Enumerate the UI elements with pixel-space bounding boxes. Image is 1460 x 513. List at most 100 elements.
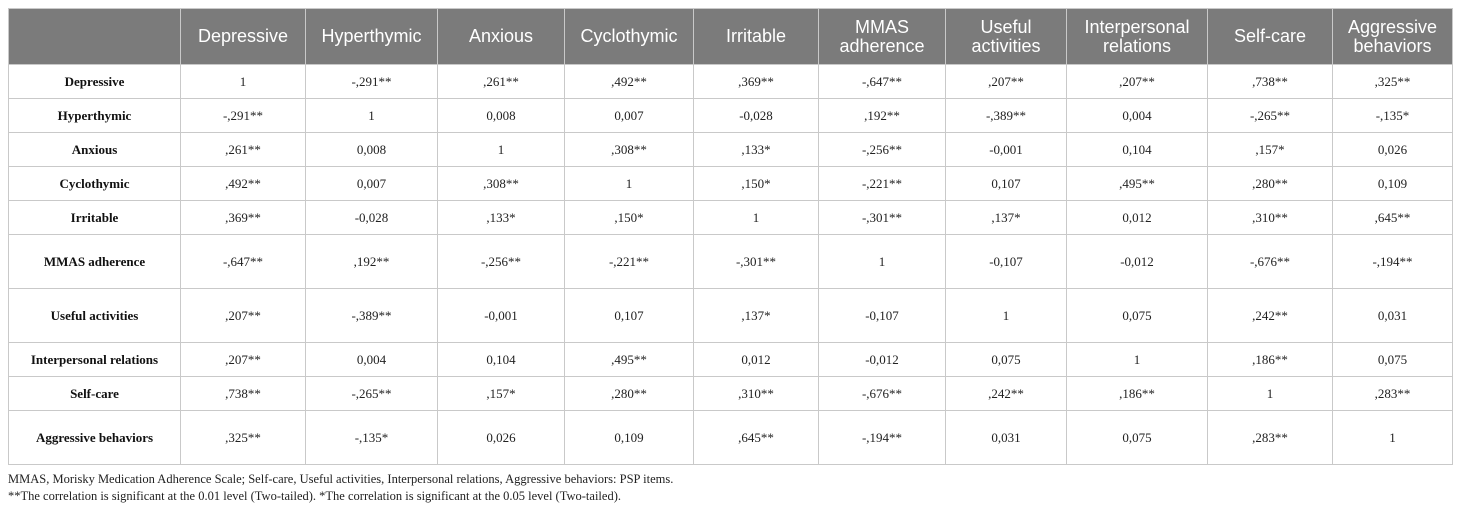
row-label: MMAS adherence bbox=[8, 234, 181, 289]
table-cell: -,135* bbox=[1332, 98, 1453, 133]
table-cell: -0,028 bbox=[305, 200, 438, 235]
table-cell: ,192** bbox=[305, 234, 438, 289]
table-cell: ,283** bbox=[1332, 376, 1453, 411]
table-row: Anxious ,261** 0,008 1,308** ,133* -,256** -0,… bbox=[8, 132, 1453, 167]
header-cell-useful-activities: Useful activities bbox=[945, 8, 1067, 65]
row-label: Cyclothymic bbox=[8, 166, 181, 201]
table-cell: ,150* bbox=[693, 166, 819, 201]
table-cell: ,492** bbox=[180, 166, 306, 201]
table-cell: ,495** bbox=[564, 342, 694, 377]
table-cell: 0,109 bbox=[564, 410, 694, 465]
table-cell: ,192** bbox=[818, 98, 946, 133]
table-cell: -0,012 bbox=[818, 342, 946, 377]
header-cell-depressive: Depressive bbox=[180, 8, 306, 65]
table-cell: -0,001 bbox=[945, 132, 1067, 167]
table-cell: ,738** bbox=[1207, 64, 1333, 99]
table-cell: -,301** bbox=[818, 200, 946, 235]
table-cell: -,256** bbox=[818, 132, 946, 167]
row-label: Hyperthymic bbox=[8, 98, 181, 133]
correlation-table: Depressive Hyperthymic Anxious Cyclothym… bbox=[8, 8, 1453, 465]
header-cell-interpersonal-relations: Interpersonal relations bbox=[1066, 8, 1208, 65]
table-cell: ,137* bbox=[945, 200, 1067, 235]
table-body: Depressive 1 -,291** ,261** ,492** ,369** -,64… bbox=[8, 64, 1453, 465]
table-cell: 0,075 bbox=[1332, 342, 1453, 377]
table-cell: 1 bbox=[693, 200, 819, 235]
correlation-table-container: Depressive Hyperthymic Anxious Cyclothym… bbox=[8, 8, 1453, 505]
table-cell: ,308** bbox=[564, 132, 694, 167]
table-cell: -,221** bbox=[564, 234, 694, 289]
table-cell: 1 bbox=[1332, 410, 1453, 465]
table-cell: 0,012 bbox=[693, 342, 819, 377]
table-row: Self-care ,738** -,265** ,157* ,280** ,310** -… bbox=[8, 376, 1453, 411]
table-cell: ,207** bbox=[945, 64, 1067, 99]
table-cell: ,495** bbox=[1066, 166, 1208, 201]
table-cell: -,291** bbox=[180, 98, 306, 133]
table-cell: 0,008 bbox=[305, 132, 438, 167]
table-cell: -,301** bbox=[693, 234, 819, 289]
table-cell: ,645** bbox=[693, 410, 819, 465]
table-cell: 0,012 bbox=[1066, 200, 1208, 235]
table-cell: 1 bbox=[564, 166, 694, 201]
table-cell: ,157* bbox=[437, 376, 565, 411]
table-cell: 1 bbox=[818, 234, 946, 289]
table-cell: -,256** bbox=[437, 234, 565, 289]
table-cell: ,207** bbox=[180, 288, 306, 343]
table-cell: ,280** bbox=[564, 376, 694, 411]
table-cell: -,135* bbox=[305, 410, 438, 465]
table-cell: ,242** bbox=[1207, 288, 1333, 343]
table-cell: ,157* bbox=[1207, 132, 1333, 167]
table-cell: ,261** bbox=[180, 132, 306, 167]
table-row: Interpersonal relations ,207** 0,004 0,104,… bbox=[8, 342, 1453, 377]
row-label: Anxious bbox=[8, 132, 181, 167]
table-cell: 0,107 bbox=[945, 166, 1067, 201]
table-cell: 0,031 bbox=[945, 410, 1067, 465]
table-cell: 0,004 bbox=[1066, 98, 1208, 133]
table-cell: ,261** bbox=[437, 64, 565, 99]
table-cell: ,369** bbox=[180, 200, 306, 235]
table-row: MMAS adherence -,647** ,192** -,256** -,221*… bbox=[8, 234, 1453, 289]
table-cell: 0,004 bbox=[305, 342, 438, 377]
table-cell: ,308** bbox=[437, 166, 565, 201]
table-cell: ,133* bbox=[437, 200, 565, 235]
table-cell: -0,012 bbox=[1066, 234, 1208, 289]
table-cell: ,492** bbox=[564, 64, 694, 99]
table-cell: -,265** bbox=[1207, 98, 1333, 133]
header-cell-corner bbox=[8, 8, 181, 65]
table-cell: ,280** bbox=[1207, 166, 1333, 201]
table-row: Cyclothymic ,492** 0,007,308** 1,150* -,221*… bbox=[8, 166, 1453, 201]
table-cell: -,265** bbox=[305, 376, 438, 411]
table-cell: 1 bbox=[945, 288, 1067, 343]
table-cell: ,186** bbox=[1066, 376, 1208, 411]
table-cell: 1 bbox=[305, 98, 438, 133]
table-cell: -,194** bbox=[818, 410, 946, 465]
table-cell: ,207** bbox=[180, 342, 306, 377]
table-notes: MMAS, Morisky Medication Adherence Scale… bbox=[8, 471, 1452, 505]
header-cell-self-care: Self-care bbox=[1207, 8, 1333, 65]
table-cell: ,325** bbox=[1332, 64, 1453, 99]
table-cell: 0,031 bbox=[1332, 288, 1453, 343]
header-cell-mmas-adherence: MMAS adherence bbox=[818, 8, 946, 65]
table-cell: 1 bbox=[437, 132, 565, 167]
table-cell: -,389** bbox=[305, 288, 438, 343]
table-cell: 1 bbox=[1207, 376, 1333, 411]
table-row: Hyperthymic -,291** 1 0,008 0,007 -0,028,192*… bbox=[8, 98, 1453, 133]
row-label: Interpersonal relations bbox=[8, 342, 181, 377]
table-cell: -,221** bbox=[818, 166, 946, 201]
row-label: Useful activities bbox=[8, 288, 181, 343]
table-cell: ,186** bbox=[1207, 342, 1333, 377]
header-cell-hyperthymic: Hyperthymic bbox=[305, 8, 438, 65]
table-cell: 0,107 bbox=[564, 288, 694, 343]
row-label: Self-care bbox=[8, 376, 181, 411]
table-cell: 0,007 bbox=[305, 166, 438, 201]
table-cell: 1 bbox=[180, 64, 306, 99]
table-cell: 0,104 bbox=[1066, 132, 1208, 167]
table-cell: ,207** bbox=[1066, 64, 1208, 99]
row-label: Aggressive behaviors bbox=[8, 410, 181, 465]
table-cell: 0,075 bbox=[1066, 288, 1208, 343]
table-cell: ,137* bbox=[693, 288, 819, 343]
table-cell: 0,007 bbox=[564, 98, 694, 133]
header-cell-aggressive-behaviors: Aggressive behaviors bbox=[1332, 8, 1453, 65]
table-cell: 1 bbox=[1066, 342, 1208, 377]
header-cell-cyclothymic: Cyclothymic bbox=[564, 8, 694, 65]
table-cell: -,389** bbox=[945, 98, 1067, 133]
